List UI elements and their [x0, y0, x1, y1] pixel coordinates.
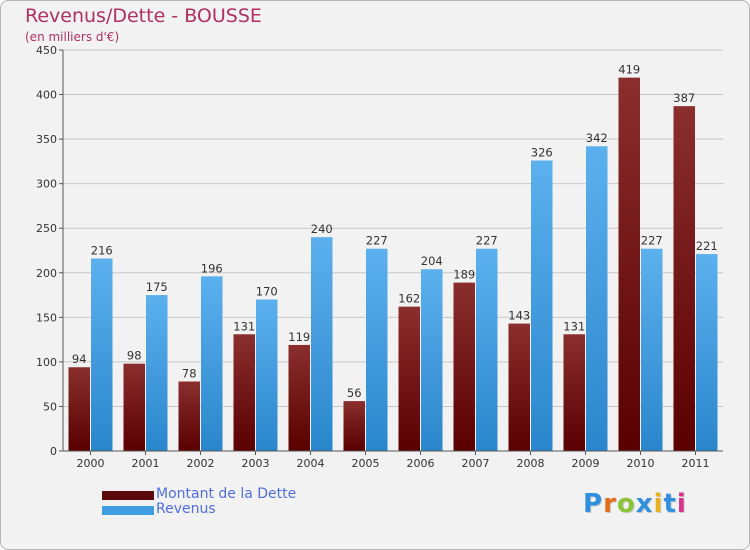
proxiti-logo: Proxiti: [583, 489, 687, 519]
y-tick-label: 50: [43, 400, 57, 413]
bar-dette: [453, 282, 475, 451]
x-tick-label: 2011: [682, 457, 710, 470]
axes: 0 50 100 150 200 250 300 350 400 450 2000 2001 2002 2…: [36, 44, 723, 470]
data-label: 227: [641, 234, 663, 248]
y-tick-label: 0: [50, 445, 57, 458]
y-tick-label: 100: [36, 356, 57, 369]
x-tick-label: 2010: [627, 457, 655, 470]
bars: [68, 77, 718, 452]
bar-revenus: [146, 295, 168, 451]
bar-revenus: [586, 146, 608, 452]
x-tick-label: 2003: [242, 457, 270, 470]
bar-dette: [233, 334, 255, 451]
data-label: 240: [311, 222, 333, 236]
bar-revenus: [311, 237, 333, 451]
data-label: 419: [618, 63, 640, 77]
bar-revenus: [641, 248, 663, 451]
grid-lines: [63, 49, 723, 452]
bar-revenus: [91, 258, 113, 451]
data-label: 131: [563, 319, 585, 333]
data-label: 119: [288, 330, 310, 344]
bar-revenus: [531, 160, 553, 451]
data-label: 56: [347, 386, 362, 400]
data-label: 387: [673, 91, 695, 105]
legend-swatch-revenus: [102, 506, 154, 515]
bar-revenus: [476, 248, 498, 451]
data-label: 170: [256, 285, 278, 299]
data-label: 216: [91, 244, 113, 258]
logo-letter: P: [583, 489, 604, 519]
data-label: 78: [182, 366, 197, 380]
chart-title: Revenus/Dette - BOUSSE: [25, 5, 262, 27]
x-tick-label: 2001: [132, 457, 160, 470]
data-label: 131: [233, 319, 255, 333]
legend-label-revenus: Revenus: [156, 501, 216, 517]
data-label: 94: [72, 352, 87, 366]
y-tick-label: 350: [36, 133, 57, 146]
x-tick-label: 2000: [77, 457, 105, 470]
y-tick-label: 200: [36, 267, 57, 280]
logo-letter: i: [676, 489, 687, 519]
bar-revenus: [201, 276, 223, 451]
legend-swatch-dette: [102, 491, 154, 500]
chart-subtitle: (en milliers d'€): [25, 30, 120, 44]
data-label: 189: [453, 268, 475, 282]
data-label: 162: [398, 292, 420, 306]
logo-letter: o: [616, 489, 636, 519]
data-label: 227: [366, 234, 388, 248]
data-label: 175: [146, 280, 168, 294]
legend-label-dette: Montant de la Dette: [156, 486, 297, 502]
data-label: 98: [127, 349, 142, 363]
logo-letter: t: [663, 489, 677, 519]
x-tick-label: 2006: [407, 457, 435, 470]
x-tick-label: 2007: [462, 457, 490, 470]
bar-revenus: [421, 269, 443, 451]
bar-revenus: [256, 299, 278, 451]
value-labels: 94 216 98 175 78 196 131 170 119 240 56 227 162 204 18…: [72, 63, 718, 400]
data-label: 204: [421, 254, 443, 268]
data-label: 326: [531, 145, 553, 159]
bar-dette: [178, 381, 200, 451]
logo-letter: r: [603, 489, 617, 519]
y-tick-label: 250: [36, 222, 57, 235]
data-label: 342: [586, 131, 608, 145]
bar-dette: [343, 401, 365, 451]
logo-letter: x: [635, 489, 654, 519]
data-label: 196: [201, 261, 223, 275]
bar-dette: [68, 367, 90, 451]
data-label: 221: [696, 239, 718, 253]
bar-dette: [398, 306, 420, 451]
y-tick-label: 400: [36, 89, 57, 102]
bar-dette: [508, 323, 530, 451]
x-tick-label: 2009: [572, 457, 600, 470]
bar-revenus: [366, 248, 388, 451]
data-label: 143: [508, 309, 530, 323]
y-tick-label: 150: [36, 311, 57, 324]
bar-dette: [288, 344, 310, 451]
bar-revenus: [696, 254, 718, 451]
y-tick-label: 300: [36, 178, 57, 191]
logo-letter: i: [653, 489, 664, 519]
data-label: 227: [476, 234, 498, 248]
bar-dette: [123, 363, 145, 451]
y-tick-label: 450: [36, 44, 57, 57]
x-tick-label: 2002: [187, 457, 215, 470]
bar-dette: [618, 77, 640, 451]
x-tick-label: 2005: [352, 457, 380, 470]
bar-dette: [673, 106, 695, 451]
bar-dette: [563, 334, 585, 451]
x-tick-label: 2004: [297, 457, 325, 470]
x-tick-label: 2008: [517, 457, 545, 470]
